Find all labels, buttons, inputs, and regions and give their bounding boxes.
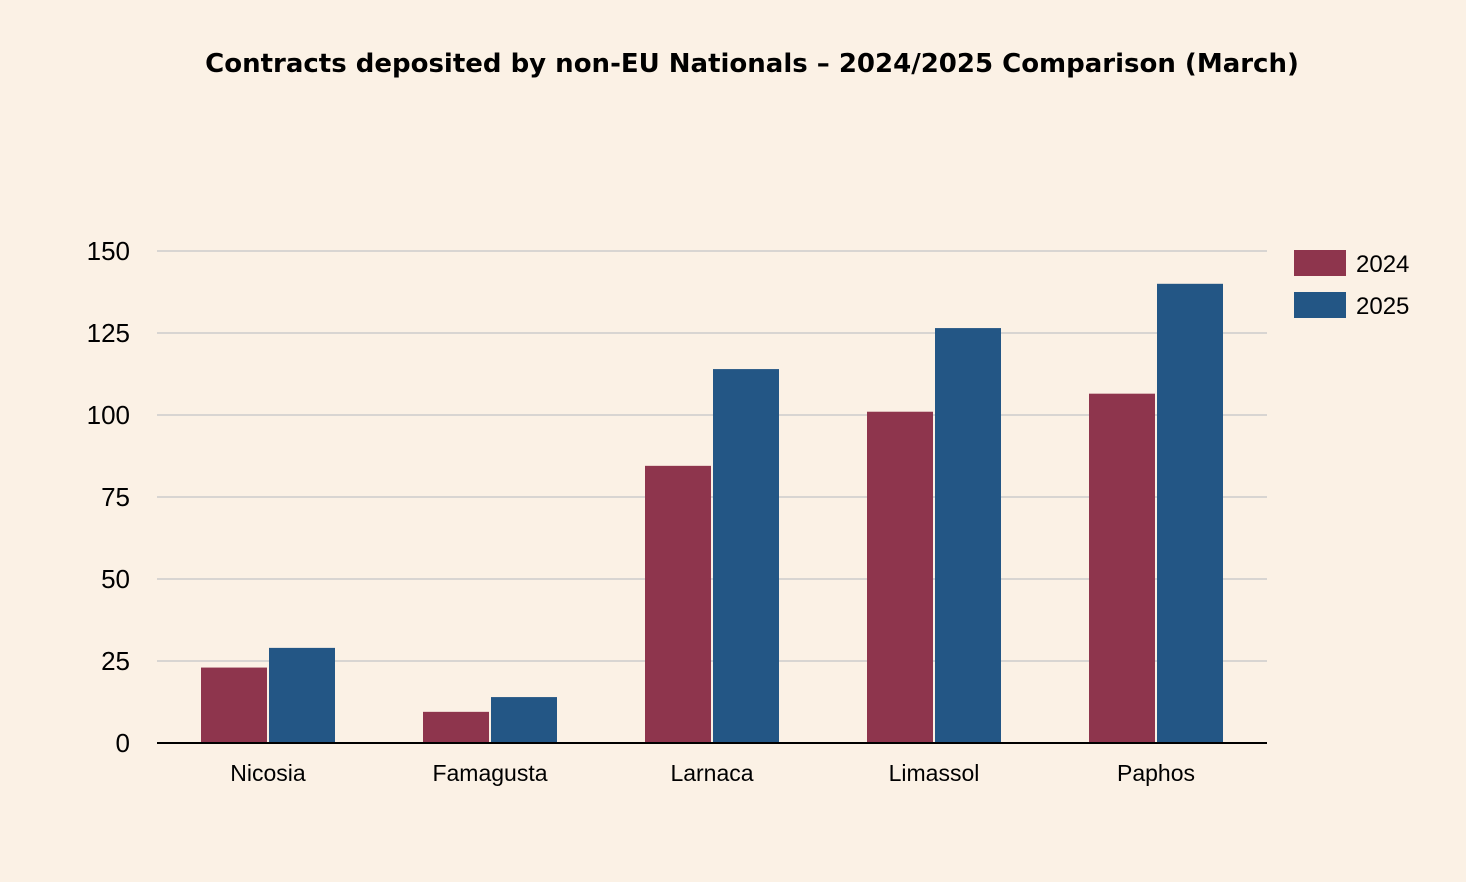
x-category-label: Limassol [889,760,980,786]
bar-2025-famagusta [491,697,557,743]
bar-2025-paphos [1157,283,1223,743]
y-axis-ticks: 0 25 50 75 100 125 150 [87,236,130,758]
y-tick-label: 0 [116,728,130,758]
legend-swatch-2025 [1294,292,1346,318]
x-category-label: Paphos [1117,760,1195,786]
bar-2025-larnaca [713,369,779,743]
legend-label: 2025 [1356,293,1409,320]
legend: 2024 2025 [1294,250,1409,320]
y-tick-label: 25 [101,646,130,676]
bar-2025-nicosia [269,647,335,743]
x-category-label: Famagusta [432,760,547,786]
y-tick-label: 125 [87,318,130,348]
x-category-label: Larnaca [670,760,753,786]
x-category-label: Nicosia [230,760,306,786]
bar-2024-larnaca [645,465,711,743]
bar-2024-famagusta [423,711,489,743]
bars [201,283,1223,743]
legend-swatch-2024 [1294,250,1346,276]
bar-2025-limassol [935,328,1001,743]
legend-label: 2024 [1356,251,1409,278]
y-tick-label: 50 [101,564,130,594]
x-axis-categories: Nicosia Famagusta Larnaca Limassol Paphos [230,760,1195,786]
bar-2024-nicosia [201,667,267,743]
bar-2024-limassol [867,411,933,743]
y-tick-label: 75 [101,482,130,512]
gridlines [157,250,1267,662]
chart-title: Contracts deposited by non-EU Nationals … [205,49,1299,79]
y-tick-label: 100 [87,400,130,430]
y-tick-label: 150 [87,236,130,266]
bar-2024-paphos [1089,393,1155,743]
